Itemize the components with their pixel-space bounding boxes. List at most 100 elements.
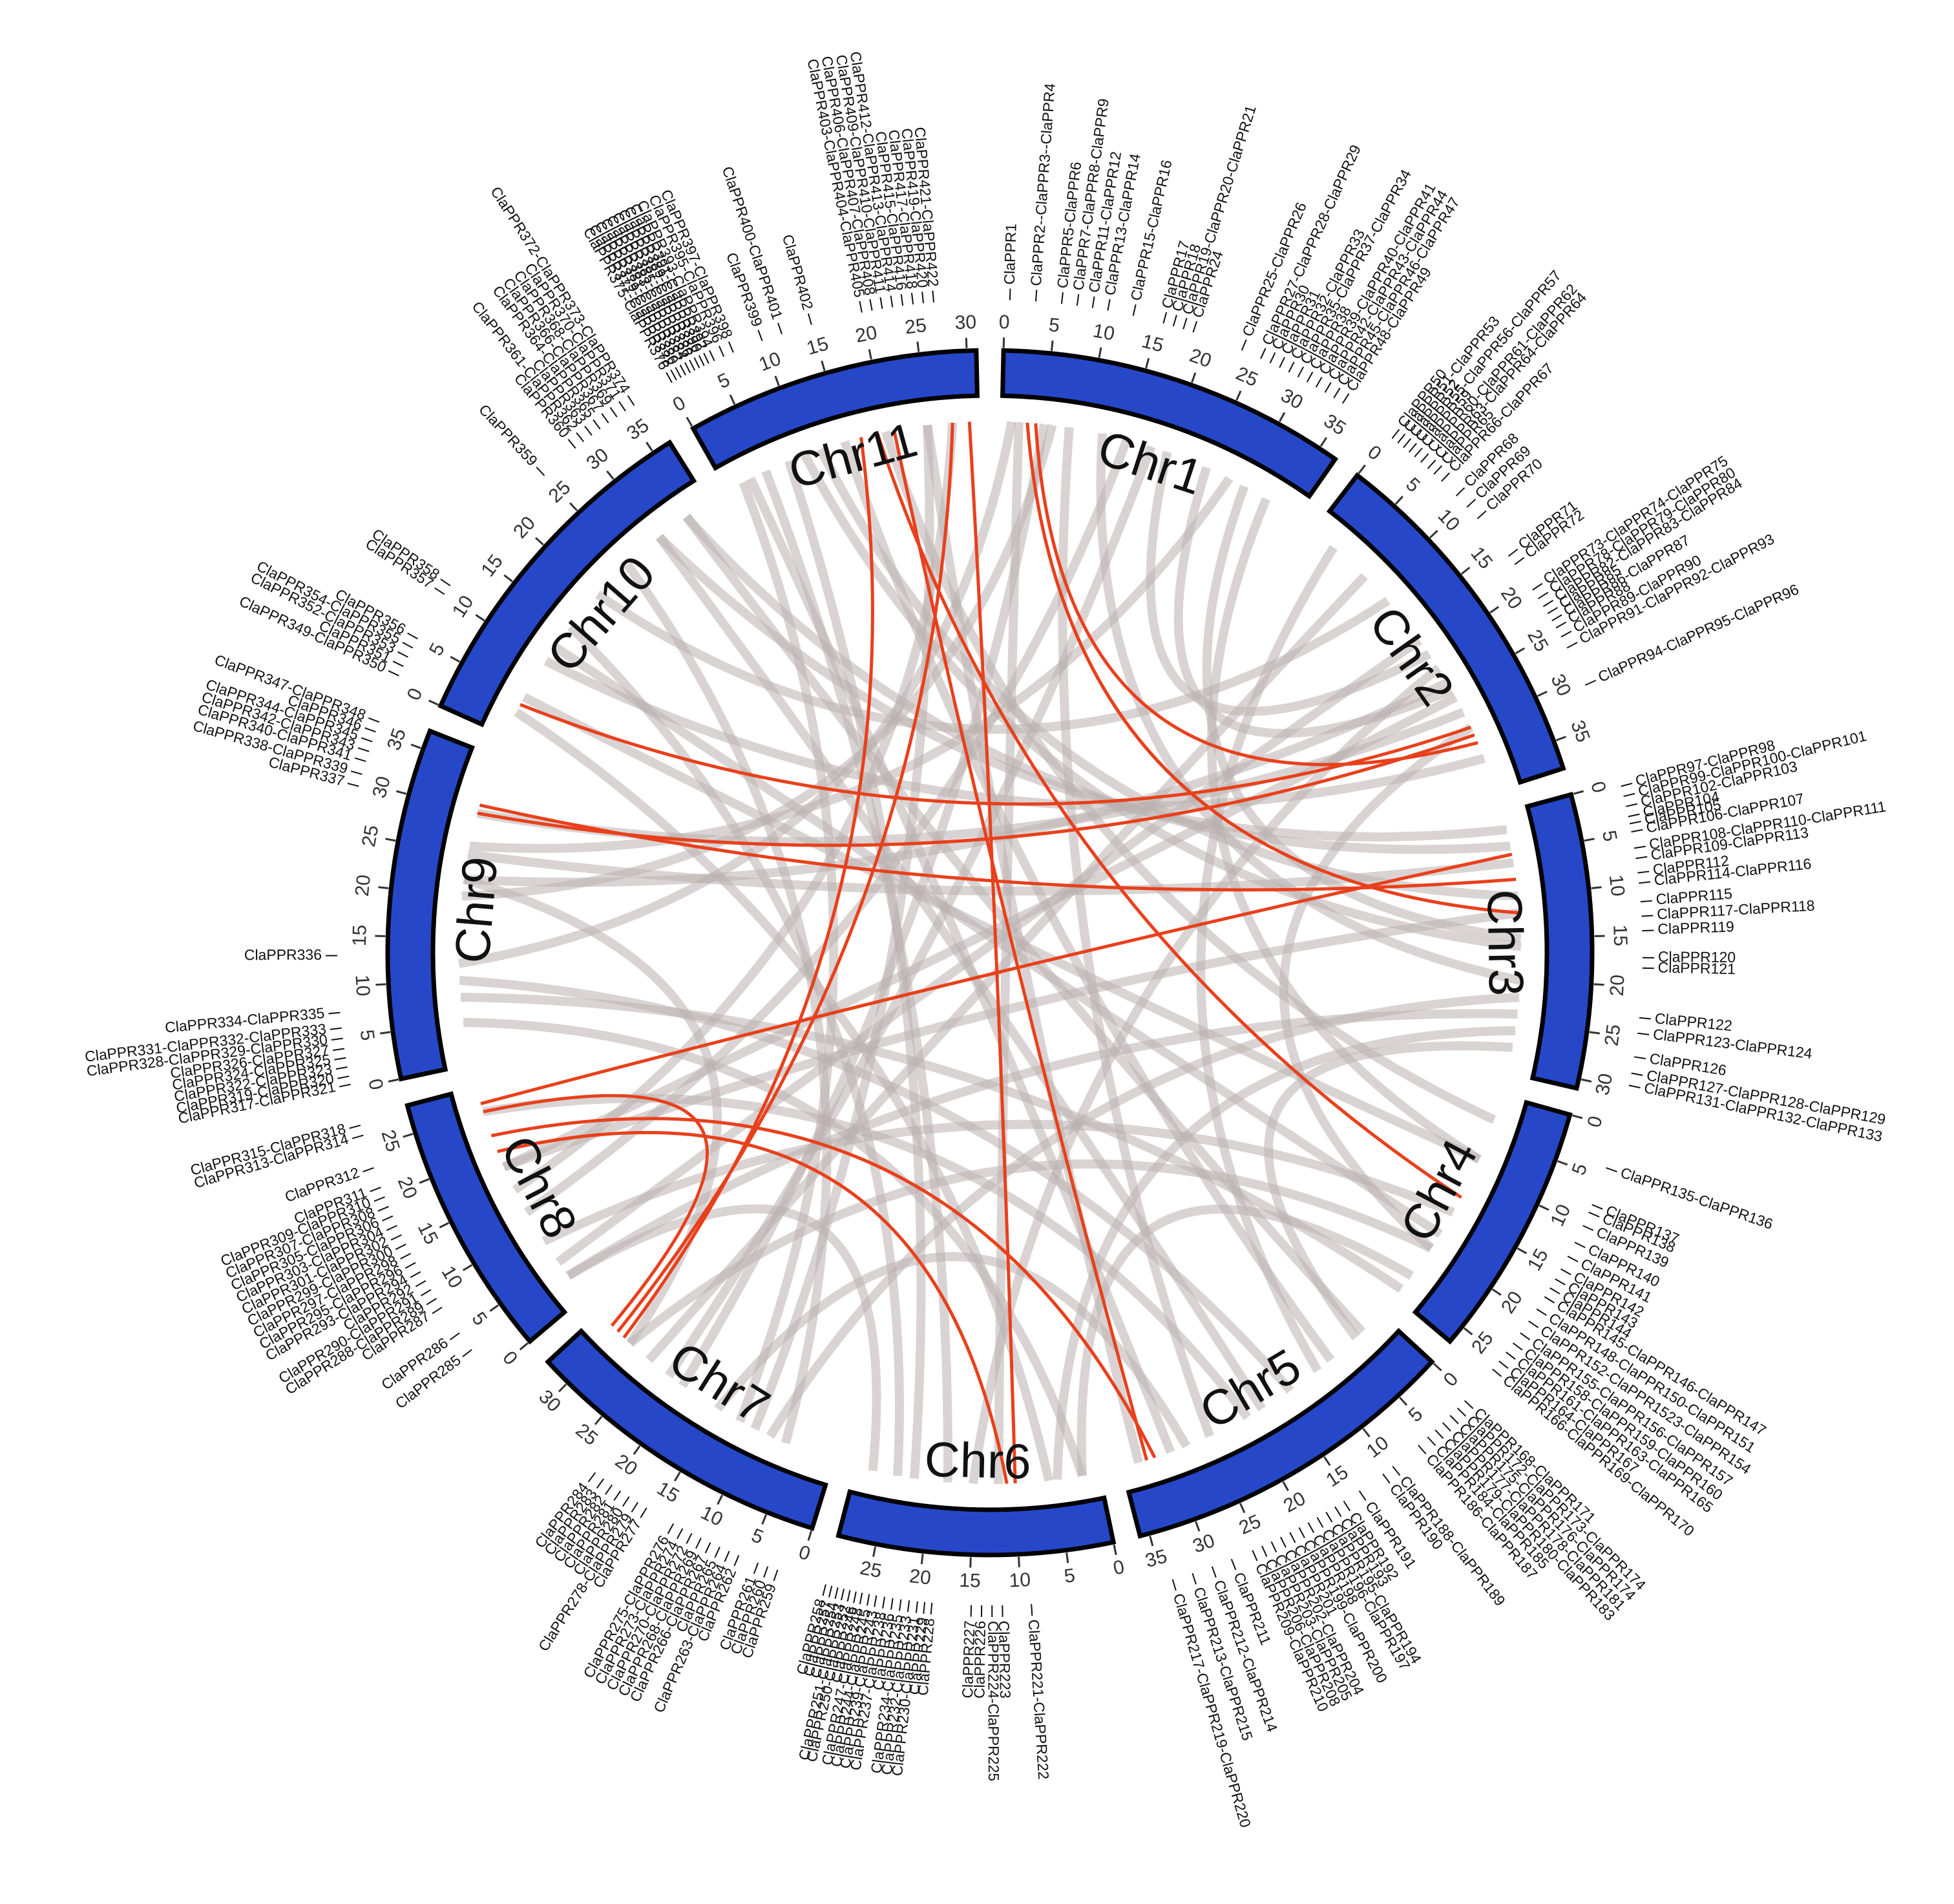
gene-tick bbox=[1279, 357, 1285, 368]
gene-tick bbox=[1552, 615, 1562, 620]
tick-label: 35 bbox=[1320, 410, 1350, 439]
gene-tick bbox=[1560, 1269, 1571, 1275]
tick-label: 25 bbox=[377, 1127, 403, 1154]
tick-label: 0 bbox=[796, 1541, 813, 1565]
gene-tick bbox=[908, 1600, 909, 1612]
gene-tick bbox=[536, 467, 544, 476]
tick-label: 5 bbox=[467, 1308, 491, 1329]
tick-label: 30 bbox=[1592, 1072, 1617, 1097]
gene-tick bbox=[339, 1084, 351, 1087]
tick-mark bbox=[1400, 1397, 1407, 1405]
gene-tick bbox=[386, 1225, 397, 1231]
tick-label: 20 bbox=[854, 322, 879, 347]
gene-tick bbox=[1589, 1212, 1600, 1217]
tick-mark bbox=[1493, 1289, 1501, 1295]
gene-label: ClaPPR121 bbox=[1657, 958, 1736, 977]
gene-tick bbox=[1232, 1559, 1236, 1570]
gene-tick bbox=[1621, 783, 1632, 787]
gene-tick bbox=[614, 1491, 620, 1501]
gene-tick bbox=[631, 1502, 638, 1512]
tick-mark bbox=[1279, 412, 1285, 421]
tick-label: 25 bbox=[858, 1557, 883, 1582]
gene-tick bbox=[1334, 388, 1339, 397]
gene-tick bbox=[1403, 439, 1411, 448]
gene-tick bbox=[724, 1551, 729, 1562]
gene-tick bbox=[605, 1485, 612, 1495]
gene-tick bbox=[1317, 1518, 1323, 1528]
tick-mark bbox=[1321, 438, 1327, 446]
gene-tick bbox=[1639, 882, 1650, 883]
tick-label: 0 bbox=[1363, 441, 1385, 465]
tick-label: 0 bbox=[1583, 1114, 1606, 1130]
tick-label: 35 bbox=[1566, 717, 1594, 745]
gene-label: ClaPPR45-ClaPPR46-ClaPPR47 bbox=[1334, 195, 1463, 389]
gene-tick bbox=[338, 1076, 350, 1078]
gene-tick bbox=[1556, 622, 1566, 628]
tick-mark bbox=[634, 1446, 640, 1454]
gene-tick bbox=[1567, 642, 1577, 648]
tick-label: 5 bbox=[715, 369, 733, 393]
gene-tick bbox=[1193, 321, 1197, 332]
tick-mark bbox=[1515, 648, 1524, 653]
tick-mark bbox=[419, 1179, 429, 1183]
gene-tick bbox=[1360, 1491, 1366, 1501]
gene-tick bbox=[1632, 1073, 1643, 1075]
gene-tick bbox=[334, 1058, 346, 1060]
gene-tick bbox=[860, 1592, 863, 1604]
gene-tick bbox=[432, 1307, 442, 1314]
tick-mark bbox=[1146, 358, 1149, 368]
gene-tick bbox=[1515, 558, 1524, 565]
tick-mark bbox=[429, 701, 439, 705]
tick-mark bbox=[1572, 1116, 1582, 1118]
tick-mark bbox=[570, 503, 577, 511]
tick-mark bbox=[490, 1305, 498, 1311]
gene-tick bbox=[382, 1216, 392, 1221]
gene-tick bbox=[1539, 593, 1548, 599]
tick-mark bbox=[1462, 567, 1469, 574]
tick-label: 10 bbox=[1091, 320, 1117, 344]
gene-tick bbox=[1163, 312, 1166, 323]
gene-tick bbox=[1443, 1423, 1451, 1431]
gene-tick bbox=[388, 671, 399, 676]
gene-tick bbox=[778, 323, 782, 334]
gene-tick bbox=[677, 1528, 682, 1539]
tick-label: 5 bbox=[1598, 829, 1621, 843]
tick-label: 35 bbox=[383, 726, 410, 754]
tick-label: 10 bbox=[448, 591, 478, 621]
tick-label: 25 bbox=[1233, 363, 1261, 391]
tick-label: 15 bbox=[1322, 1461, 1352, 1491]
gene-tick bbox=[1641, 901, 1652, 902]
gene-tick bbox=[734, 1555, 739, 1566]
tick-mark bbox=[476, 615, 484, 620]
gene-tick bbox=[1637, 871, 1649, 873]
tick-label: 20 bbox=[611, 1450, 641, 1480]
tick-label: 20 bbox=[352, 874, 375, 898]
tick-label: 25 bbox=[1235, 1510, 1264, 1539]
gene-tick bbox=[1499, 1361, 1508, 1368]
tick-mark bbox=[1019, 1557, 1020, 1567]
tick-mark bbox=[1518, 1249, 1527, 1254]
gene-tick bbox=[328, 1013, 340, 1014]
tick-mark bbox=[718, 1495, 722, 1504]
tick-mark bbox=[1538, 692, 1547, 696]
gene-tick bbox=[870, 299, 872, 311]
tick-label: 20 bbox=[509, 513, 540, 543]
tick-mark bbox=[762, 1515, 766, 1525]
tick-mark bbox=[730, 395, 735, 405]
tick-label: 30 bbox=[582, 444, 613, 474]
tick-mark bbox=[687, 418, 692, 427]
gene-tick bbox=[675, 367, 681, 377]
gene-tick bbox=[619, 401, 625, 411]
gene-tick bbox=[576, 432, 583, 441]
tick-mark bbox=[675, 1472, 680, 1481]
tick-label: 35 bbox=[623, 415, 653, 445]
gene-tick bbox=[1637, 1033, 1649, 1035]
gene-tick bbox=[1108, 299, 1109, 311]
gene-tick bbox=[835, 1587, 837, 1599]
tick-mark bbox=[1556, 737, 1566, 741]
tick-label: 25 bbox=[571, 1419, 602, 1450]
gene-label: ClaPPR119 bbox=[1657, 918, 1734, 937]
gene-tick bbox=[426, 1298, 436, 1305]
gene-tick bbox=[408, 633, 418, 639]
gene-label: ClaPPR402 bbox=[779, 233, 817, 312]
